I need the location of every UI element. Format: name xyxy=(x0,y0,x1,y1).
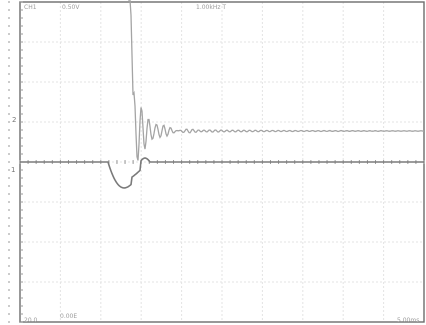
ref-marker: 1 xyxy=(11,166,15,174)
signal-trace xyxy=(128,0,425,161)
readout-top-left-a: CH1 xyxy=(24,4,37,11)
readout-bottom-left-a: 20.0 xyxy=(24,317,38,324)
readout-top-center: 1.00kHz T xyxy=(196,4,226,11)
readout-top-left-b: 0.50V xyxy=(62,4,80,11)
upper-marker: 2 xyxy=(12,116,16,124)
readout-bottom-right: 5.00ms xyxy=(397,317,419,324)
reference-trace xyxy=(20,157,424,189)
readout-bottom-left-b: 0.00E xyxy=(60,313,77,320)
